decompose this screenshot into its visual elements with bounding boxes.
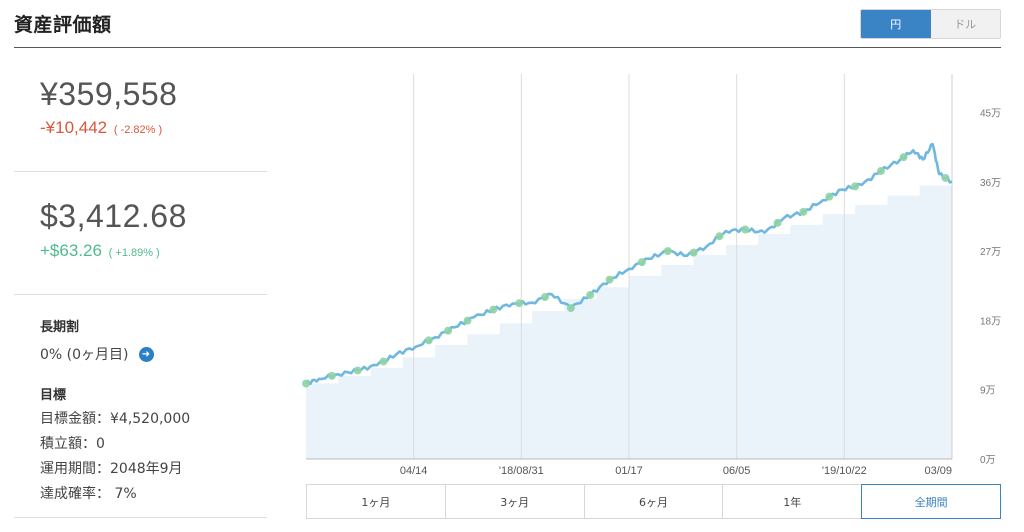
valuation-chart-svg: 0万 9万 18万 27万 36万 45万 04/14 '18/08/31 01/17 06/05… [302,74,1001,477]
y-tick-label: 0万 [980,455,996,466]
x-tick-label: 06/05 [723,465,751,477]
event-marker [941,173,950,182]
y-tick-label: 27万 [980,247,1001,258]
summary-panel: ¥359,558 -¥10,442 ( -2.82% ) $3,412.68 +… [14,48,267,532]
x-tick-label: 01/17 [615,465,643,477]
event-marker [773,218,782,227]
y-tick-label: 18万 [980,316,1001,327]
usd-change: +$63.26 ( +1.89% ) [40,241,160,261]
event-marker [424,336,433,345]
event-marker [605,275,614,284]
event-marker [463,316,472,325]
jpy-change-amount: -¥10,442 [40,118,108,137]
event-marker [715,232,724,241]
arrow-right-circle-icon[interactable]: ➜ [138,346,154,362]
valuation-chart: 0万 9万 18万 27万 36万 45万 04/14 '18/08/31 01/17 06/05… [300,70,1012,480]
goal-period: 運用期間：2048年9月 [40,461,183,477]
range-tab-6m[interactable]: 6ヶ月 [584,485,724,518]
range-tab-all[interactable]: 全期間 [861,484,1001,519]
usd-change-percent: ( +1.89% ) [108,247,160,259]
currency-toggle[interactable]: 円 ドル [860,9,1001,39]
long-term-value: 0% (0ヶ月目) [40,347,129,363]
long-term-title: 長期割 [40,320,80,335]
page-title: 資産評価額 [14,14,112,36]
event-marker [327,371,336,380]
event-marker [379,357,388,366]
x-tick-label: '18/08/31 [499,465,544,477]
event-marker [302,379,310,388]
goal-contribution: 積立額：0 [40,436,105,452]
usd-change-amount: +$63.26 [40,241,102,260]
event-marker [489,305,498,314]
event-marker [799,207,808,216]
jpy-change: -¥10,442 ( -2.82% ) [40,118,162,138]
event-marker [663,247,672,256]
goal-title: 目標 [40,388,67,403]
summary-divider [14,294,267,295]
event-marker [586,290,595,299]
x-tick-label: '19/10/22 [822,465,867,477]
x-tick-label: 04/14 [400,465,428,477]
range-tab-1y[interactable]: 1年 [723,485,863,518]
event-marker [825,192,834,201]
event-marker [353,366,362,375]
range-tabs[interactable]: 1ヶ月 3ヶ月 6ヶ月 1年 全期間 [306,484,1001,519]
y-tick-label: 9万 [980,386,996,397]
summary-divider [14,517,267,518]
event-marker [851,182,860,191]
event-marker [637,258,646,267]
event-marker [444,326,453,335]
y-tick-label: 45万 [980,109,1001,120]
title-divider [14,47,1001,48]
x-tick-label: 03/09 [924,465,952,477]
summary-divider [14,171,267,172]
event-marker [689,248,698,257]
event-marker [876,167,885,176]
jpy-total-value: ¥359,558 [40,76,178,112]
goal-probability: 達成確率： 7% [40,486,137,502]
long-term-row: 0% (0ヶ月目) ➜ [40,344,154,364]
currency-option-usd[interactable]: ドル [930,10,1000,38]
goal-amount: 目標金額：¥4,520,000 [40,411,191,427]
event-marker [541,293,550,302]
event-marker [899,153,908,162]
usd-total-value: $3,412.68 [40,198,187,234]
currency-option-jpy[interactable]: 円 [861,10,931,38]
range-tab-3m[interactable]: 3ヶ月 [445,485,585,518]
event-marker [515,299,524,308]
range-tab-1m[interactable]: 1ヶ月 [307,485,446,518]
jpy-change-percent: ( -2.82% ) [113,124,163,136]
event-marker [741,225,750,234]
y-tick-label: 36万 [980,178,1001,189]
event-marker [566,304,575,313]
